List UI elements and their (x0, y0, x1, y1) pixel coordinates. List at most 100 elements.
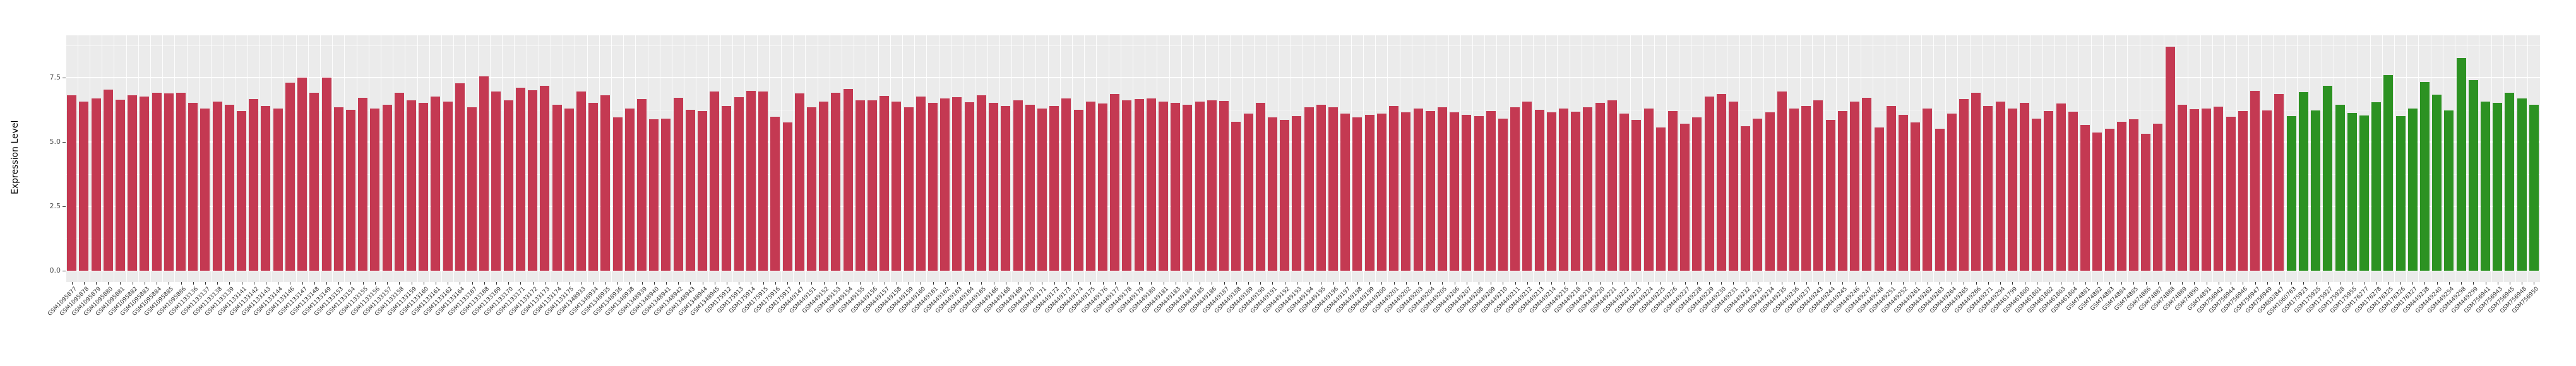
y-tick-label: 7.5 (49, 73, 61, 81)
bar (407, 100, 416, 271)
x-tick-mark (181, 282, 182, 285)
x-gridline (587, 35, 588, 282)
x-tick-mark (1248, 282, 1249, 285)
bar (624, 108, 635, 271)
x-tick-mark (823, 282, 825, 285)
bar (443, 102, 453, 271)
bar (2068, 111, 2078, 271)
bar (976, 95, 986, 271)
x-gridline (1351, 35, 1352, 282)
bar (1765, 112, 1775, 271)
bar (261, 105, 271, 271)
bar (819, 102, 829, 271)
x-tick-mark (2194, 282, 2195, 285)
x-tick-mark (848, 282, 849, 285)
x-tick-mark (2436, 282, 2438, 285)
x-tick-mark (2461, 282, 2462, 285)
bar (1801, 105, 1811, 271)
x-tick-mark (2182, 282, 2183, 285)
x-tick-mark (484, 282, 485, 285)
x-gridline (1945, 35, 1947, 282)
x-tick-mark (1721, 282, 1722, 285)
x-gridline (1023, 35, 1025, 282)
x-gridline (126, 35, 127, 282)
x-gridline (732, 35, 734, 282)
x-tick-mark (1405, 282, 1407, 285)
x-gridline (1811, 35, 1813, 282)
x-gridline (1059, 35, 1061, 282)
bar (661, 118, 671, 271)
bar (2371, 102, 2382, 271)
bar (1522, 102, 1532, 271)
bar (2432, 94, 2442, 271)
bar (1340, 113, 1351, 271)
y-axis-title: Expression Level (10, 120, 20, 194)
x-gridline (599, 35, 600, 282)
bar (1850, 102, 1860, 271)
x-gridline (223, 35, 224, 282)
x-gridline (2515, 35, 2517, 282)
bar (685, 109, 695, 271)
bar (115, 99, 125, 271)
x-gridline (768, 35, 770, 282)
bar (2517, 98, 2527, 271)
x-tick-mark (1090, 282, 1092, 285)
bar (1898, 114, 1908, 271)
x-gridline (2078, 35, 2080, 282)
x-gridline (2127, 35, 2128, 282)
x-gridline (502, 35, 503, 282)
x-tick-mark (763, 282, 764, 285)
x-gridline (2309, 35, 2310, 282)
x-tick-mark (1854, 282, 1856, 285)
bar (928, 103, 938, 271)
x-gridline (162, 35, 164, 282)
x-gridline (1375, 35, 1376, 282)
x-tick-mark (629, 282, 631, 285)
bar (1231, 121, 1241, 271)
bar (2359, 115, 2369, 271)
x-tick-mark (1430, 282, 1431, 285)
x-gridline (247, 35, 248, 282)
x-gridline (987, 35, 988, 282)
x-gridline (2115, 35, 2116, 282)
bar (1255, 103, 1265, 271)
bar (1546, 112, 1556, 271)
x-gridline (2272, 35, 2274, 282)
bar (2007, 108, 2017, 271)
bar (2202, 109, 2212, 271)
bar (1777, 92, 1787, 271)
x-tick-mark (229, 282, 230, 285)
bar (722, 105, 732, 271)
x-tick-mark (2170, 282, 2171, 285)
x-gridline (465, 35, 467, 282)
bar (1122, 100, 1132, 271)
bar (2395, 116, 2406, 271)
x-tick-mark (217, 282, 218, 285)
bar (1013, 100, 1023, 271)
x-tick-mark (2000, 282, 2001, 285)
bar (1474, 115, 1484, 271)
x-gridline (1739, 35, 1740, 282)
x-tick-mark (1114, 282, 1116, 285)
x-gridline (319, 35, 321, 282)
bar (637, 99, 647, 271)
bar (1959, 99, 1969, 271)
bar (2323, 86, 2333, 271)
x-gridline (1266, 35, 1267, 282)
bar (128, 95, 138, 271)
bar (309, 93, 319, 271)
x-gridline (744, 35, 746, 282)
bar (1862, 98, 1872, 271)
bar (794, 93, 804, 271)
x-tick-mark (2157, 282, 2159, 285)
bar (479, 76, 489, 271)
bar (1643, 108, 1654, 271)
x-tick-mark (399, 282, 400, 285)
x-gridline (2539, 35, 2541, 282)
x-tick-mark (2327, 282, 2329, 285)
bar (588, 102, 599, 271)
x-gridline (150, 35, 151, 282)
x-gridline (514, 35, 515, 282)
bar (891, 102, 902, 271)
bar (564, 109, 574, 271)
